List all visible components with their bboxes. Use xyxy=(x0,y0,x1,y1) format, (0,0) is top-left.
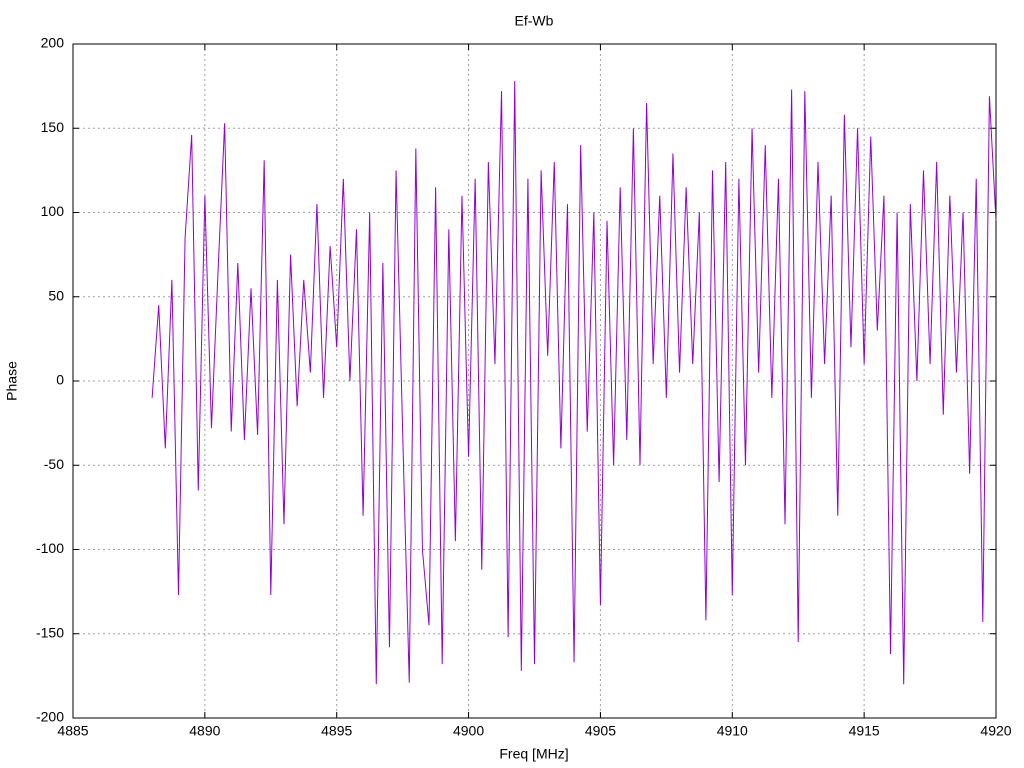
x-tick-label: 4885 xyxy=(57,723,88,739)
y-tick-label: -150 xyxy=(36,624,64,640)
y-tick-label: -50 xyxy=(44,456,64,472)
x-tick-label: 4910 xyxy=(717,723,748,739)
x-tick-label: 4915 xyxy=(849,723,880,739)
y-tick-label: 100 xyxy=(41,203,65,219)
x-tick-label: 4920 xyxy=(980,723,1011,739)
data-line xyxy=(151,81,997,685)
x-axis-label: Freq [MHz] xyxy=(499,746,568,762)
y-axis-label: Phase xyxy=(4,361,20,401)
y-tick-label: 0 xyxy=(56,372,64,388)
y-tick-label: -100 xyxy=(36,540,64,556)
plot-border xyxy=(72,43,997,719)
y-tick-label: 200 xyxy=(41,35,65,51)
x-tick-label: 4890 xyxy=(189,723,220,739)
y-tick-label: -200 xyxy=(36,709,64,725)
y-tick-label: 150 xyxy=(41,119,65,135)
x-tick-label: 4905 xyxy=(585,723,616,739)
x-tick-label: 4900 xyxy=(453,723,484,739)
x-tick-label: 4895 xyxy=(321,723,352,739)
y-tick-label: 50 xyxy=(48,287,64,303)
chart-title: Ef-Wb xyxy=(515,13,554,29)
